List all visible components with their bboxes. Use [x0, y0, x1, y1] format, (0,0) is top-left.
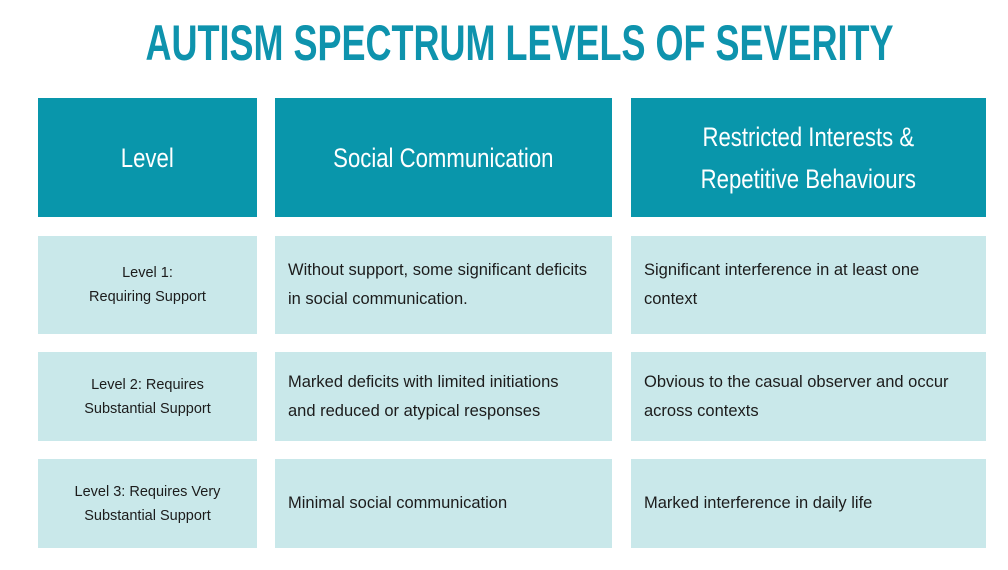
- header-text: Social Communication: [333, 142, 554, 173]
- cell-text: Obvious to the casual observer and occur…: [644, 372, 949, 420]
- table-cell: Without support, some significant defici…: [275, 236, 612, 334]
- title-wrap: AUTISM SPECTRUM LEVELS OF SEVERITY: [0, 14, 1008, 72]
- cell-text: Level 3: Requires Very Substantial Suppo…: [74, 483, 221, 524]
- table-cell: Obvious to the casual observer and occur…: [631, 352, 986, 441]
- cell-text: Level 1: Requiring Support: [89, 265, 206, 305]
- header-cell: Social Communication: [275, 98, 612, 217]
- table-cell: Minimal social communication: [275, 459, 612, 548]
- cell-text: Minimal social communication: [288, 494, 508, 512]
- title: AUTISM SPECTRUM LEVELS OF SEVERITY: [145, 15, 894, 71]
- table-cell: Marked deficits with limited initiations…: [275, 352, 612, 441]
- table-cell: Significant interference in at least one…: [631, 236, 986, 334]
- header-text: Level: [121, 142, 174, 173]
- header-cell: Level: [38, 98, 257, 217]
- table-cell: Level 2: Requires Substantial Support: [38, 352, 257, 441]
- cell-text: Marked deficits with limited initiations…: [288, 372, 559, 420]
- cell-text: Significant interference in at least one…: [644, 261, 920, 308]
- header-text: Restricted Interests & Repetitive Behavi…: [700, 121, 917, 194]
- cell-text: Without support, some significant defici…: [288, 261, 587, 308]
- table-cell: Level 1: Requiring Support: [38, 236, 257, 334]
- cell-text: Marked interference in daily life: [644, 494, 873, 512]
- header-cell: Restricted Interests & Repetitive Behavi…: [631, 98, 986, 217]
- table-cell: Level 3: Requires Very Substantial Suppo…: [38, 459, 257, 548]
- cell-text: Level 2: Requires Substantial Support: [84, 376, 211, 417]
- table-cell: Marked interference in daily life: [631, 459, 986, 548]
